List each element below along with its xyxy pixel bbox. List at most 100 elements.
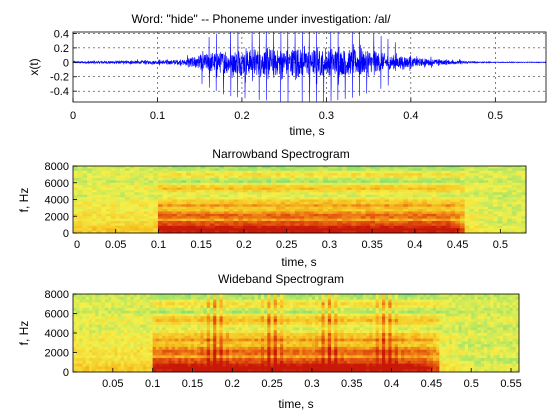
spectrogram-cell: [92, 355, 96, 359]
spectrogram-cell: [106, 173, 112, 177]
spectrogram-cell: [95, 319, 99, 323]
spectrogram-cell: [87, 213, 93, 217]
spectrogram-cell: [115, 221, 121, 224]
spectrogram-cell: [205, 168, 211, 172]
spectrogram-cell: [356, 166, 362, 169]
spectrogram-cell: [106, 216, 112, 220]
spectrogram-cell: [321, 333, 326, 337]
spectrogram-cell: [111, 324, 115, 328]
spectrogram-cell: [308, 355, 313, 359]
spectrogram-cell: [393, 225, 400, 229]
spectrogram-cell: [507, 177, 513, 181]
spectrogram-cell: [205, 201, 211, 205]
spectrogram-cell: [120, 194, 126, 198]
spectrogram-cell: [233, 170, 239, 174]
spectrogram-cell: [308, 180, 315, 184]
spectrogram-cell: [492, 201, 499, 205]
spectrogram-cell: [224, 218, 230, 222]
spectrogram-cell: [445, 187, 451, 191]
spectrogram-cell: [238, 204, 244, 208]
spectrogram-cell: [143, 307, 147, 312]
spectrogram-cell: [393, 192, 400, 196]
spectrogram-cell: [129, 230, 135, 234]
spectrogram-cell: [315, 310, 319, 314]
spectrogram-cell: [318, 366, 322, 370]
spectrogram-cell: [270, 305, 275, 309]
spectrogram-cell: [152, 366, 157, 370]
spectrogram-cell: [124, 199, 131, 203]
spectrogram-cell: [296, 360, 300, 365]
spectrogram-cell: [209, 206, 216, 210]
spectrogram-cell: [294, 209, 300, 212]
spectrogram-cell: [270, 330, 275, 334]
spectrogram-cell: [271, 177, 277, 181]
spectrogram-cell: [213, 355, 217, 359]
spectrogram-cell: [280, 330, 284, 334]
spectrogram-cell: [275, 223, 282, 227]
spectrogram-cell: [247, 168, 253, 172]
spectrogram-cell: [129, 223, 135, 227]
spectrogram-cell: [431, 187, 437, 191]
spectrogram-cell: [252, 204, 258, 208]
spectrogram-cell: [289, 344, 294, 348]
spectrogram-cell: [76, 366, 80, 370]
spectrogram-cell: [273, 294, 278, 298]
spectrogram-cell: [313, 223, 319, 227]
spectrogram-cell: [502, 170, 508, 174]
spectrogram-cell: [187, 333, 192, 337]
spectrogram-cell: [280, 338, 284, 342]
spectrogram-cell: [337, 213, 343, 217]
spectrogram-cell: [261, 201, 267, 205]
spectrogram-cell: [351, 221, 357, 224]
spectrogram-cell: [483, 182, 489, 186]
spectrogram-cell: [292, 352, 297, 356]
spectrogram-cell: [82, 223, 88, 227]
spectrogram-cell: [88, 352, 93, 356]
spectrogram-cell: [308, 194, 315, 198]
spectrogram-cell: [360, 175, 367, 179]
spectrogram-cell: [152, 307, 157, 312]
spectrogram-cell: [270, 333, 275, 337]
spectrogram-cell: [200, 173, 206, 177]
spectrogram-cell: [241, 355, 246, 359]
spectrogram-cell: [181, 170, 187, 174]
spectrogram-cell: [492, 197, 499, 200]
spectrogram-cell: [167, 216, 173, 220]
spectrogram-cell: [134, 206, 140, 210]
spectrogram-cell: [194, 363, 198, 367]
spectrogram-cell: [174, 344, 179, 348]
spectrogram-cell: [398, 173, 404, 177]
spectrogram-cell: [384, 185, 390, 189]
spectrogram-cell: [341, 166, 348, 169]
spectrogram-cell: [162, 358, 166, 362]
spectrogram-cell: [91, 166, 98, 169]
spectrogram-cell: [412, 228, 418, 232]
spectrogram-cell: [92, 338, 96, 342]
spectrogram-cell: [370, 187, 376, 191]
spectrogram-cell: [232, 302, 236, 306]
spectrogram-cell: [120, 330, 125, 334]
spectrogram-cell: [88, 349, 93, 353]
spectrogram-cell: [115, 197, 121, 200]
spectrogram-cell: [299, 173, 305, 177]
spectrogram-cell: [351, 182, 357, 186]
spectrogram-cell: [511, 223, 518, 227]
spectrogram-cell: [143, 341, 147, 345]
spectrogram-cell: [152, 327, 157, 331]
spectrogram-cell: [149, 324, 154, 328]
spectrogram-cell: [289, 310, 294, 314]
spectrogram-cell: [261, 206, 267, 210]
spectrogram-cell: [73, 319, 77, 323]
spectrogram-cell: [168, 310, 173, 314]
spectrogram-cell: [143, 349, 147, 353]
spectrogram-cell: [264, 352, 268, 356]
spectrogram-cell: [264, 335, 268, 340]
spectrogram-cell: [464, 182, 470, 186]
spectrogram-cell: [302, 363, 307, 367]
spectrogram-cell: [351, 218, 357, 222]
spectrogram-cell: [516, 166, 522, 169]
spectrogram-cell: [194, 355, 198, 359]
spectrogram-cell: [337, 170, 343, 174]
spectrogram-cell: [302, 327, 307, 331]
spectrogram-cell: [271, 182, 277, 186]
